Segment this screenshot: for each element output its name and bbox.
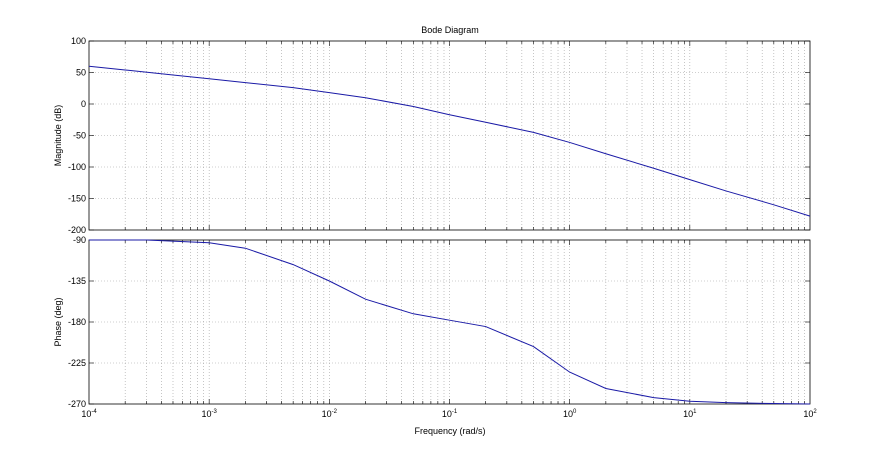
phase-y-ticks: -90 -135 -180 -225 -270 — [68, 235, 810, 409]
phase-grid — [89, 240, 810, 404]
y-tick-label: -270 — [68, 399, 86, 409]
y-tick-label: 0 — [81, 99, 86, 109]
y-tick-label: 50 — [76, 68, 86, 78]
y-tick-label: -150 — [68, 194, 86, 204]
x-tick-label: 102 — [803, 409, 817, 419]
frequency-x-ticks: 10-4 10-3 10-2 10-1 100 101 102 — [81, 409, 817, 419]
y-tick-label: -100 — [68, 162, 86, 172]
x-tick-label: 10-2 — [322, 409, 338, 419]
x-tick-label: 101 — [683, 409, 697, 419]
phase-curve — [89, 239, 811, 405]
chart-title: Bode Diagram — [421, 25, 479, 35]
x-tick-label: 10-4 — [81, 409, 97, 419]
y-tick-label: -200 — [68, 225, 86, 235]
magnitude-axis-label: Magnitude (dB) — [53, 105, 63, 167]
y-tick-label: -135 — [68, 276, 86, 286]
magnitude-grid — [89, 41, 810, 230]
frequency-axis-label: Frequency (rad/s) — [414, 426, 485, 436]
phase-panel: -90 -135 -180 -225 -270 Phase (deg) — [53, 235, 811, 409]
x-tick-label: 100 — [563, 409, 577, 419]
magnitude-y-ticks: 100 50 0 -50 -100 -150 -200 — [68, 36, 810, 235]
y-tick-label: -50 — [73, 131, 86, 141]
y-tick-label: -90 — [73, 235, 86, 245]
x-tick-label: 10-3 — [201, 409, 217, 419]
y-tick-label: 100 — [71, 36, 86, 46]
phase-axis-label: Phase (deg) — [53, 297, 63, 346]
y-tick-label: -180 — [68, 317, 86, 327]
y-tick-label: -225 — [68, 358, 86, 368]
magnitude-panel: 100 50 0 -50 -100 -150 -200 Magnitude (dB) — [53, 36, 811, 235]
x-tick-label: 10-1 — [442, 409, 458, 419]
magnitude-curve — [88, 65, 811, 217]
